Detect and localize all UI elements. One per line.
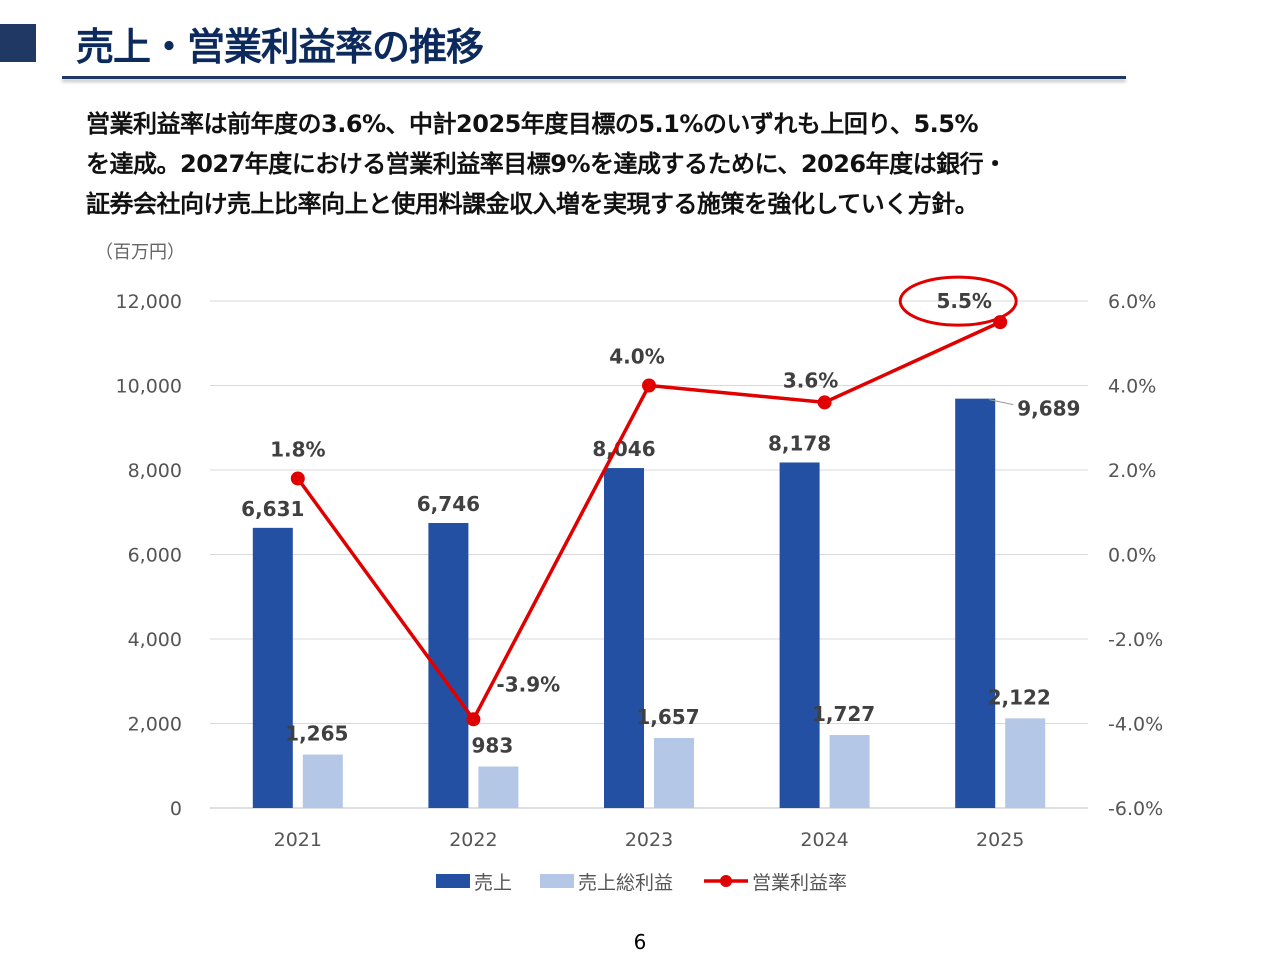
data-label: 6,746 xyxy=(417,492,480,516)
margin-label: 1.8% xyxy=(270,437,325,461)
summary-line: 営業利益率は前年度の3.6%、中計2025年度目標の5.1%のいずれも上回り、5… xyxy=(86,110,979,138)
right-axis-tick: 2.0% xyxy=(1108,460,1156,482)
x-axis-tick: 2025 xyxy=(976,829,1024,851)
margin-label: 3.6% xyxy=(783,368,838,392)
summary-text: 営業利益率は前年度の3.6%、中計2025年度目標の5.1%のいずれも上回り、5… xyxy=(86,104,1166,224)
data-label: 1,657 xyxy=(636,705,699,729)
bar-sales xyxy=(252,527,293,808)
data-label: 1,265 xyxy=(285,722,348,746)
data-label: 9,689 xyxy=(1017,397,1080,421)
right-axis-tick: 4.0% xyxy=(1108,376,1156,398)
margin-point xyxy=(290,471,305,486)
page-number: 6 xyxy=(633,930,647,954)
summary-line: 証券会社向け売上比率向上と使用料課金収入増を実現する施策を強化していく方針。 xyxy=(86,190,979,218)
left-axis-tick: 12,000 xyxy=(116,291,182,313)
right-axis-tick: -2.0% xyxy=(1108,629,1163,651)
right-axis-tick: 0.0% xyxy=(1108,545,1156,567)
x-axis-tick: 2024 xyxy=(800,829,848,851)
margin-label: 5.5% xyxy=(936,289,991,313)
data-label: 2,122 xyxy=(988,685,1051,709)
legend-swatch xyxy=(436,874,470,888)
left-axis-tick: 0 xyxy=(170,798,182,820)
title-square-icon xyxy=(0,24,36,62)
left-axis-tick: 8,000 xyxy=(128,460,182,482)
left-axis-tick: 4,000 xyxy=(128,629,182,651)
margin-point xyxy=(466,712,481,727)
label-leader xyxy=(989,399,1014,406)
bar-sales xyxy=(955,398,996,808)
bar-gross-profit xyxy=(478,766,519,808)
title-divider xyxy=(62,76,1126,79)
data-label: 1,727 xyxy=(812,702,875,726)
legend-swatch xyxy=(540,874,574,888)
margin-point xyxy=(642,378,656,393)
summary-line: を達成。2027年度における営業利益率目標9%を達成するために、2026年度は銀… xyxy=(86,150,1007,178)
legend-marker xyxy=(720,875,732,887)
legend-label: 営業利益率 xyxy=(752,872,847,894)
bar-gross-profit xyxy=(654,737,694,808)
data-label: 8,046 xyxy=(592,437,655,461)
left-axis-tick: 10,000 xyxy=(116,376,182,398)
x-axis-tick: 2021 xyxy=(274,829,322,851)
data-label: 8,178 xyxy=(768,431,831,455)
right-axis-tick: 6.0% xyxy=(1108,291,1156,313)
margin-point xyxy=(817,395,832,410)
right-axis-tick: -6.0% xyxy=(1108,798,1163,820)
data-label: 6,631 xyxy=(241,497,304,521)
bar-gross-profit xyxy=(302,754,343,808)
page-title: 売上・営業利益率の推移 xyxy=(76,25,484,69)
margin-label: 4.0% xyxy=(609,345,664,369)
data-label: 983 xyxy=(472,733,514,757)
left-axis-tick: 2,000 xyxy=(128,714,182,736)
margin-label: -3.9% xyxy=(496,672,560,696)
bar-gross-profit xyxy=(1005,718,1046,808)
bar-sales xyxy=(604,468,644,808)
right-axis-tick: -4.0% xyxy=(1108,714,1163,736)
legend-label: 売上総利益 xyxy=(578,872,673,894)
left-axis-tick: 6,000 xyxy=(128,545,182,567)
bar-sales xyxy=(779,462,820,808)
x-axis-tick: 2023 xyxy=(625,829,673,851)
x-axis-tick: 2022 xyxy=(449,829,497,851)
unit-label: （百万円） xyxy=(95,242,185,263)
legend-label: 売上 xyxy=(474,872,512,894)
highlight-circle xyxy=(898,275,1018,327)
bar-gross-profit xyxy=(829,735,870,808)
